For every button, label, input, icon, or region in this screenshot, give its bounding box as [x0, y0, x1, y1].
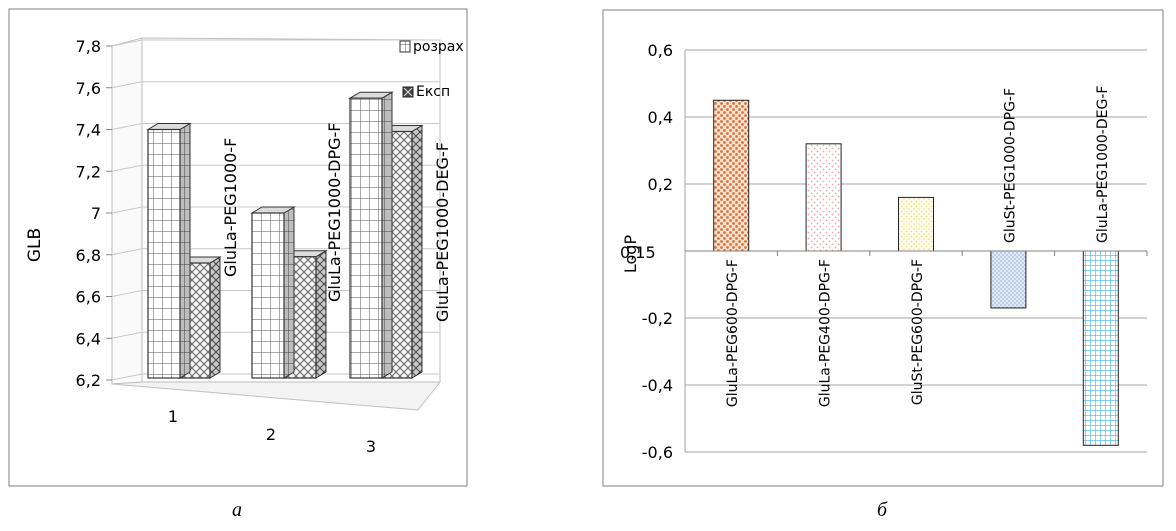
panel-a-y-tick-label: 6,8 — [76, 246, 101, 265]
panel-a-gridline-side — [111, 373, 143, 381]
panel-b-category-label: GluLa-PEG400-DPG-F — [818, 259, 834, 407]
panel-a-gridline-side — [111, 123, 143, 130]
bar-GluLa-PEG1000-DEG-F — [1082, 250, 1119, 446]
panel-a-y-axis-label: GLB — [25, 228, 45, 262]
legend-label-rozrakh: розрах — [413, 39, 464, 55]
panel-a-y-tick-label: 6,6 — [76, 288, 101, 307]
panel-a-y-tick-label: 7 — [91, 204, 101, 223]
panel-b-y-axis-label: LogP — [621, 235, 640, 274]
panel-a-y-tick-label: 7,8 — [76, 37, 101, 56]
panel-a-gridline-side — [111, 81, 143, 89]
panel-a-y-tick-label: 7,2 — [76, 162, 101, 181]
legend-label-eksp: Експ — [416, 84, 450, 100]
panel-b-y-tick-label: -0,2 — [642, 309, 673, 328]
panel-a-y-tick-label: 7,4 — [76, 121, 101, 140]
panel-b-category-label: GluLa-PEG1000-DEG-F — [1095, 86, 1111, 243]
panel-a-gridline-side — [111, 248, 143, 256]
panel-b-category-label: GluLa-PEG600-DPG-F — [725, 259, 741, 407]
panel-a-x-tick-label: 1 — [168, 407, 178, 426]
bar-eksp-3-side — [411, 124, 423, 379]
panel-a-bar-annotation: GluLa-PEG1000-DEG-F — [433, 142, 452, 322]
panel-b-category-label: GluSt-PEG1000-DPG-F — [1002, 88, 1018, 243]
bar-rozrakh-3-side — [381, 91, 393, 379]
bar-rozrakh-2-side — [283, 206, 295, 379]
bar-rozrakh-3 — [349, 97, 383, 379]
bar-rozrakh-2 — [251, 212, 285, 379]
panel-a-y-tick-label: 6,4 — [76, 329, 101, 348]
panel-b-y-tick-label: 0,2 — [648, 175, 673, 194]
bar-GluSt-PEG1000-DPG-F — [990, 250, 1027, 309]
panel-a-x-tick-label: 2 — [266, 425, 276, 444]
panel-b-y-tick-label: 0,4 — [648, 108, 673, 127]
panel-a-y-tick-label: 7,6 — [76, 79, 101, 98]
panel-a-gridline-side — [111, 290, 143, 297]
panel-a-gridline-side — [111, 164, 143, 172]
bar-GluLa-PEG600-DPG-F — [713, 99, 750, 252]
panel-b-y-tick-label: -0,4 — [642, 376, 673, 395]
panel-b-frame — [602, 9, 1164, 487]
panel-b-y-tick-label: -0,6 — [642, 443, 673, 462]
panel-a-bar-annotation: GluLa-PEG1000-DPG-F — [325, 123, 344, 302]
panel-a-gridline-side — [111, 206, 143, 214]
bar-rozrakh-1 — [147, 128, 181, 379]
bar-eksp-1-side — [209, 256, 221, 379]
bar-GluLa-PEG400-DPG-F — [805, 143, 842, 252]
panel-a-gridline-side — [111, 331, 143, 339]
caption-b: б — [877, 499, 888, 521]
bar-rozrakh-1-side — [179, 122, 191, 379]
panel-a-y-tick-label: 6,2 — [76, 371, 101, 390]
bar-GluSt-PEG600-DPG-F — [898, 196, 934, 252]
legend-swatch-eksp-pattern — [403, 87, 413, 97]
panel-a-x-tick-label: 3 — [366, 437, 376, 456]
caption-a: a — [232, 499, 242, 521]
panel-b-axis-origin-label: 0,15 — [620, 243, 656, 262]
panel-a-legend: розрах Експ — [399, 39, 464, 100]
panel-b-category-label: GluSt-PEG600-DPG-F — [910, 259, 926, 405]
legend-swatch-rozrakh — [399, 40, 411, 53]
panel-a-gridline-side — [111, 39, 143, 47]
panel-b-y-tick-label: 0,6 — [648, 41, 673, 60]
panel-a-bar-annotation: GluLa-PEG1000-F — [221, 138, 240, 277]
